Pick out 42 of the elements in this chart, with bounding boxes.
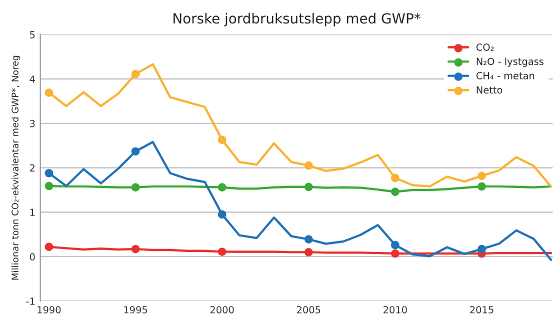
chart-title: Norske jordbruksutslepp med GWP* — [174, 12, 420, 26]
point — [304, 248, 313, 256]
point — [478, 172, 486, 180]
y-tick-label: -1 — [26, 298, 35, 305]
point — [44, 182, 54, 190]
x-tick-label: 2005 — [296, 306, 320, 314]
y-tick-label: 2 — [30, 164, 34, 172]
point — [44, 242, 54, 252]
x-tick-label: 2000 — [210, 306, 234, 314]
point — [304, 235, 313, 244]
point — [391, 249, 400, 258]
x-tick-label: 2015 — [470, 306, 494, 314]
point — [218, 183, 226, 192]
point — [391, 174, 400, 182]
point — [131, 244, 140, 254]
point — [218, 248, 226, 256]
point — [131, 70, 140, 78]
point — [304, 182, 313, 192]
point — [304, 161, 313, 170]
legend-label: CH₄ - metan — [476, 72, 534, 80]
legend-label: Netto — [476, 86, 502, 94]
y-tick-label: 3 — [30, 120, 35, 128]
point — [478, 182, 486, 191]
point — [44, 88, 54, 97]
y-tick-label: 0 — [30, 253, 35, 260]
legend-label: N₂O - lystgass — [476, 58, 544, 67]
point — [478, 244, 486, 254]
point — [391, 240, 400, 250]
point — [44, 168, 54, 178]
y-tick-label: 1 — [30, 208, 35, 216]
x-tick-label: 2010 — [384, 306, 407, 314]
point — [391, 188, 400, 196]
point — [218, 210, 226, 219]
x-tick-label: 1990 — [38, 306, 61, 314]
point — [131, 147, 140, 156]
y-tick-label: 5 — [30, 31, 35, 38]
x-tick-label: 1995 — [124, 306, 148, 314]
point — [218, 136, 226, 144]
y-tick-label: 4 — [30, 76, 35, 83]
point — [131, 183, 140, 192]
y-axis-title: Millionar tonn CO₂-ekvivalentar med GWP*, Noreg — [11, 56, 20, 280]
legend-label: CO₂ — [476, 43, 494, 51]
